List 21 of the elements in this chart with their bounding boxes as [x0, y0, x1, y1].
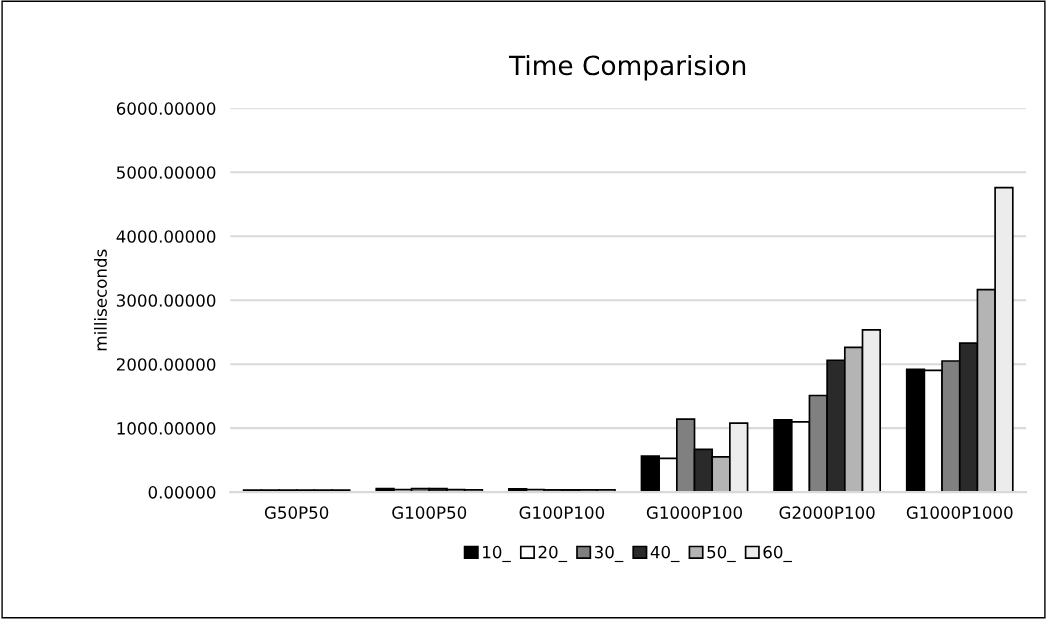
x-tick-label: G50P50 [264, 506, 329, 519]
x-tick-label: G100P50 [392, 506, 467, 519]
y-tick-label: 5000.00000 [117, 166, 216, 179]
y-tick-label: 3000.00000 [116, 294, 216, 307]
y-tick-label: 4000.00000 [116, 230, 216, 243]
chart-title: Time Comparision [508, 54, 746, 81]
legend-label: 60_ [763, 545, 792, 563]
y-tick-label: 0.00000 [148, 486, 216, 499]
legend-label: 20_ [538, 545, 568, 563]
x-tick-label: G1000P1000 [906, 506, 1013, 519]
y-tick-label: 2000.00000 [116, 358, 216, 371]
x-tick-label: G2000P100 [779, 506, 875, 519]
y-tick-label: 6000.00000 [116, 102, 216, 115]
y-axis-title: milliseconds [94, 249, 107, 351]
y-tick-label: 1000.00000 [117, 422, 216, 435]
x-tick-label: G100P100 [519, 506, 605, 519]
x-tick-label: G1000P100 [646, 506, 742, 519]
legend-label: 40_ [650, 545, 680, 563]
legend-label: 30_ [594, 545, 624, 563]
legend-label: 50_ [707, 545, 736, 563]
legend-label: 10_ [483, 545, 511, 563]
